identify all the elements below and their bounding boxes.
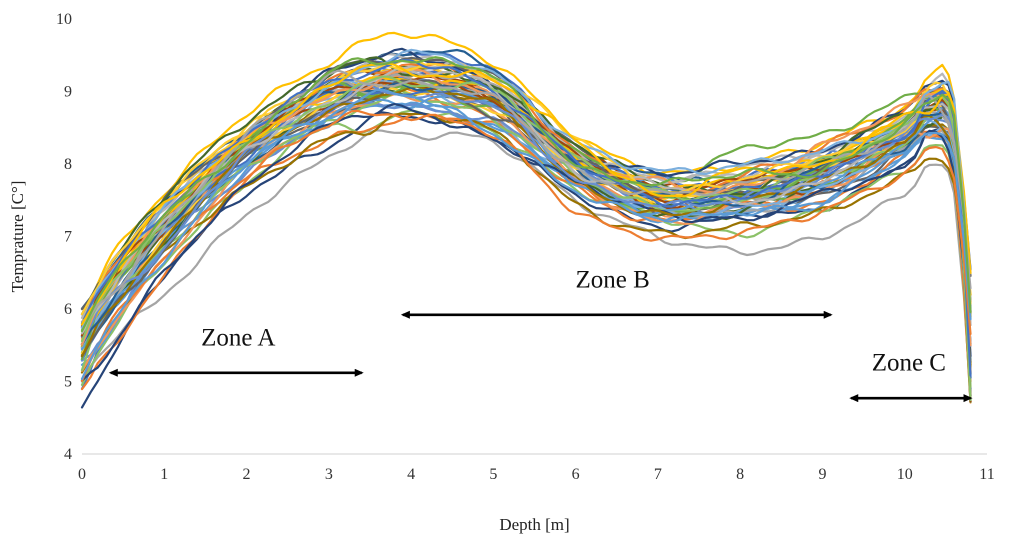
y-tick-label: 10 (56, 11, 72, 28)
zone-annotations: Zone A Zone B Zone C (108, 266, 973, 403)
series-lines (80, 31, 972, 409)
y-axis-title: Temprature [C°] (8, 181, 27, 293)
x-tick-label: 4 (407, 466, 415, 483)
series-line (80, 59, 972, 377)
x-tick-label: 7 (654, 466, 662, 483)
zone-label: Zone C (872, 350, 946, 377)
x-tick-label: 2 (243, 466, 251, 483)
x-axis-title: Depth [m] (499, 515, 569, 534)
series-line (80, 56, 972, 333)
x-tick-label: 6 (572, 466, 580, 483)
series-line (80, 48, 972, 374)
y-tick-label: 6 (64, 301, 72, 318)
y-tick-label: 5 (64, 374, 72, 391)
series-line (80, 88, 972, 380)
x-tick-label: 11 (979, 466, 994, 483)
x-tick-label: 3 (325, 466, 333, 483)
series-line (80, 62, 972, 326)
series-line (80, 103, 972, 382)
y-tick-labels: 4 5 6 7 8 9 10 (56, 11, 72, 463)
series-line (80, 48, 972, 330)
y-tick-label: 8 (64, 156, 72, 173)
y-tick-label: 9 (64, 84, 72, 101)
y-tick-label: 7 (64, 229, 72, 246)
series-line (80, 62, 972, 316)
x-tick-labels: 0 1 2 3 4 5 6 7 8 9 10 11 (78, 466, 995, 483)
x-tick-label: 0 (78, 466, 86, 483)
x-tick-label: 5 (489, 466, 497, 483)
series-line (80, 109, 972, 382)
zone-label: Zone A (201, 324, 275, 351)
zone-label: Zone B (576, 266, 650, 293)
x-tick-label: 9 (818, 466, 826, 483)
x-tick-label: 1 (160, 466, 168, 483)
x-tick-label: 10 (897, 466, 913, 483)
y-tick-label: 4 (64, 446, 72, 463)
x-tick-label: 8 (736, 466, 744, 483)
